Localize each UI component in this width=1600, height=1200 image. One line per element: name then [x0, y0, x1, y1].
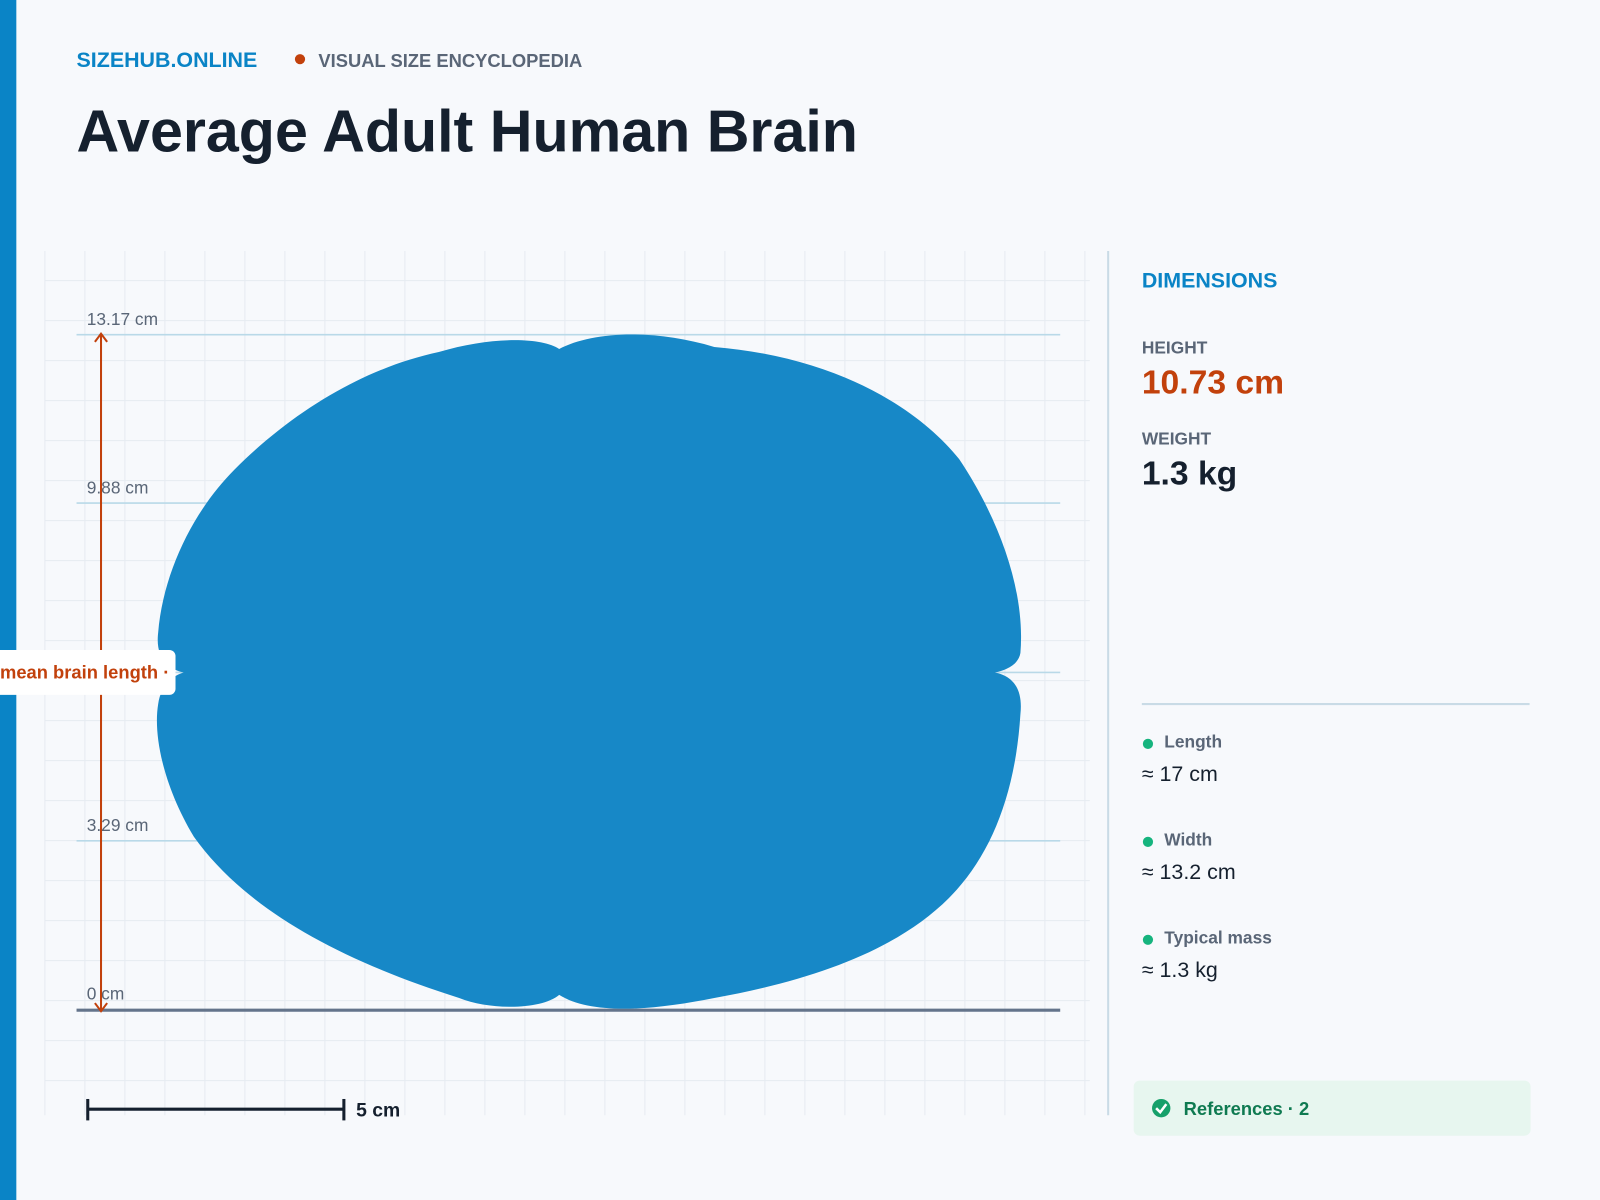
- check-mark: [1155, 1103, 1168, 1115]
- arrow-head: [94, 331, 108, 343]
- references-box[interactable]: [1133, 1080, 1531, 1136]
- fact-label: Typical mass: [1164, 927, 1272, 947]
- stat-label: HEIGHT: [1142, 338, 1208, 358]
- scale-bar: [86, 1098, 346, 1121]
- stat-value: 1.3 kg: [1142, 455, 1237, 492]
- accent-bar: [0, 0, 17, 1200]
- brand[interactable]: SIZEHUB.ONLINE: [77, 48, 258, 72]
- stat-value: 10.73 cm: [1142, 365, 1284, 402]
- facts-list: Length ≈ 17 cm Width ≈ 13.2 cm Typical mass ≈…: [1142, 731, 1272, 982]
- separator-dot: [294, 54, 306, 65]
- scale-bar-label: 5 cm: [356, 1099, 400, 1121]
- fact-label: Width: [1164, 829, 1212, 849]
- fact-label: Length: [1164, 731, 1222, 751]
- fact-dot: [1142, 738, 1154, 749]
- ruler-label: 13.17 cm: [87, 309, 158, 329]
- fact-value: ≈ 13.2 cm: [1142, 860, 1236, 884]
- ruler-label: 0 cm: [87, 983, 125, 1003]
- arrow-head: [94, 1002, 108, 1013]
- page-title: Average Adult Human Brain: [77, 97, 858, 164]
- annotation: mean brain length ·: [0, 661, 169, 682]
- ruler-label: 9.88 cm: [87, 477, 149, 497]
- fact-dot: [1142, 836, 1154, 847]
- fact-value: ≈ 17 cm: [1142, 762, 1218, 786]
- sidebar-heading: DIMENSIONS: [1142, 268, 1278, 292]
- annotation-box: [0, 650, 176, 695]
- ruler-label: 3.29 cm: [87, 815, 149, 835]
- references[interactable]: References · 2: [1184, 1098, 1310, 1119]
- brain-silhouette: [156, 334, 1022, 1009]
- stat-label: WEIGHT: [1142, 428, 1212, 448]
- check-icon: [1152, 1098, 1171, 1118]
- fact-dot: [1142, 934, 1154, 945]
- fact-value: ≈ 1.3 kg: [1142, 958, 1218, 982]
- tagline: VISUAL SIZE ENCYCLOPEDIA: [318, 50, 582, 71]
